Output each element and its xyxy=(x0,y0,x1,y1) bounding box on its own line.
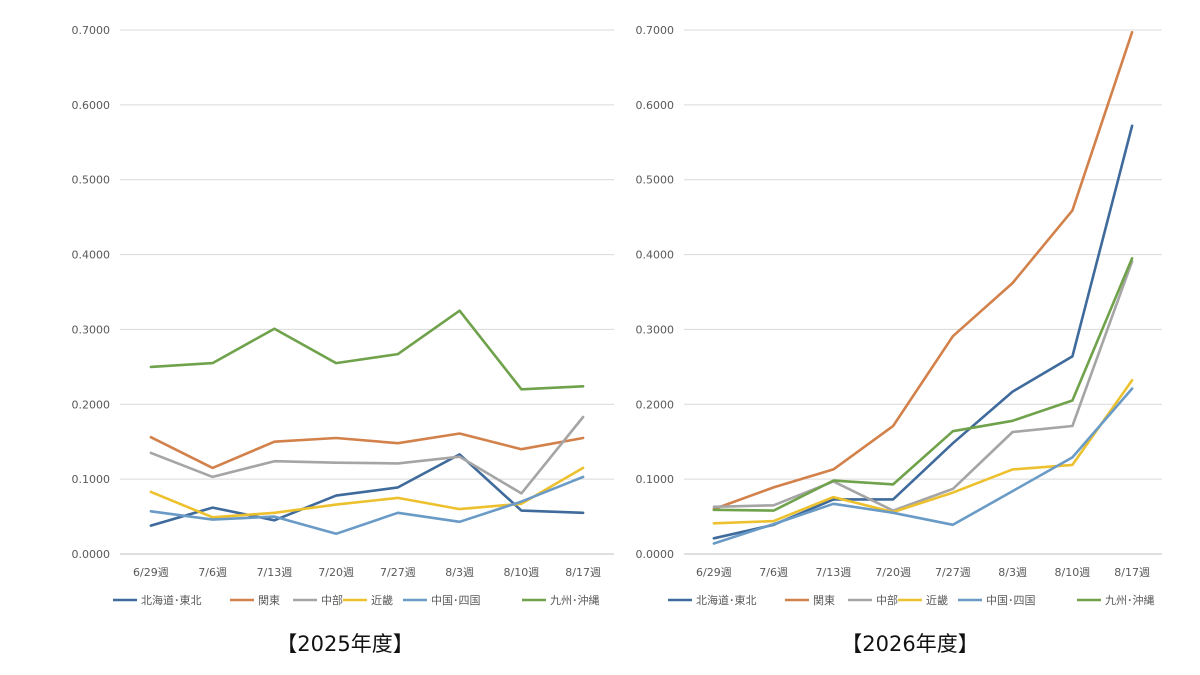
legend-label: 関東 xyxy=(258,594,280,607)
y-tick-label: 0.6000 xyxy=(636,99,675,112)
chart-caption-2026: 【2026年度】 xyxy=(841,632,979,656)
chart-caption-2025: 【2025年度】 xyxy=(276,632,414,656)
series-line xyxy=(712,30,1134,511)
x-tick-label: 6/29週 xyxy=(133,566,169,579)
x-tick-label: 7/27週 xyxy=(380,566,416,579)
x-tick-label: 7/6週 xyxy=(198,566,227,579)
x-tick-label: 7/6週 xyxy=(759,566,788,579)
x-tick-label: 8/17週 xyxy=(1114,566,1150,579)
y-tick-label: 0.7000 xyxy=(72,24,111,37)
y-tick-label: 0.3000 xyxy=(72,323,111,336)
legend-label: 中部 xyxy=(876,593,898,607)
legend-label: 中国･四国 xyxy=(431,594,481,607)
y-tick-label: 0.3000 xyxy=(636,323,675,336)
legend-label: 九州･沖縄 xyxy=(550,593,600,607)
y-tick-label: 0.1000 xyxy=(72,473,111,486)
legend-label: 北海道･東北 xyxy=(141,593,202,607)
x-tick-label: 8/10週 xyxy=(1055,566,1091,579)
series-line xyxy=(712,124,1134,540)
legend-label: 近畿 xyxy=(371,593,393,607)
x-tick-label: 8/3週 xyxy=(445,566,474,579)
y-tick-label: 0.5000 xyxy=(72,174,111,187)
x-tick-label: 7/20週 xyxy=(875,566,911,579)
y-tick-label: 0.4000 xyxy=(636,249,675,262)
chart-2026: 0.0000 0.1000 0.2000 0.3000 0.4000 0.5000 0.60… xyxy=(636,24,1162,607)
y-tick-label: 0.1000 xyxy=(636,473,675,486)
x-tick-label: 8/10週 xyxy=(504,566,540,579)
x-tick-label: 7/13週 xyxy=(816,566,852,579)
series-line xyxy=(712,259,1134,512)
legend-label: 九州･沖縄 xyxy=(1105,593,1155,607)
y-tick-label: 0.0000 xyxy=(636,548,675,561)
y-tick-label: 0.2000 xyxy=(72,398,111,411)
legend-label: 中部 xyxy=(321,593,343,607)
y-tick-label: 0.7000 xyxy=(636,24,675,37)
x-tick-label: 7/13週 xyxy=(257,566,293,579)
series-line xyxy=(712,256,1134,512)
y-tick-label: 0.4000 xyxy=(72,249,111,262)
y-tick-label: 0.6000 xyxy=(72,99,111,112)
x-tick-label: 7/20週 xyxy=(318,566,354,579)
y-tick-label: 0.5000 xyxy=(636,174,675,187)
legend-label: 中国･四国 xyxy=(986,594,1036,607)
y-tick-label: 0.2000 xyxy=(636,398,675,411)
legend-label: 北海道･東北 xyxy=(696,593,757,607)
series-line xyxy=(149,415,585,495)
y-tick-label: 0.0000 xyxy=(72,548,111,561)
series-line xyxy=(712,378,1134,525)
legend-label: 関東 xyxy=(813,594,835,607)
x-tick-label: 8/3週 xyxy=(998,566,1027,579)
series-line xyxy=(712,387,1134,545)
series-line xyxy=(149,453,585,527)
x-tick-label: 7/27週 xyxy=(935,566,971,579)
x-tick-label: 8/17週 xyxy=(565,566,601,579)
x-tick-label: 6/29週 xyxy=(696,566,732,579)
series-line xyxy=(149,432,585,470)
series-line xyxy=(149,475,585,536)
series-line xyxy=(149,309,585,391)
chart-2025: 0.0000 0.1000 0.2000 0.3000 0.4000 0.5000 0.60… xyxy=(72,24,614,607)
legend-label: 近畿 xyxy=(926,593,948,607)
